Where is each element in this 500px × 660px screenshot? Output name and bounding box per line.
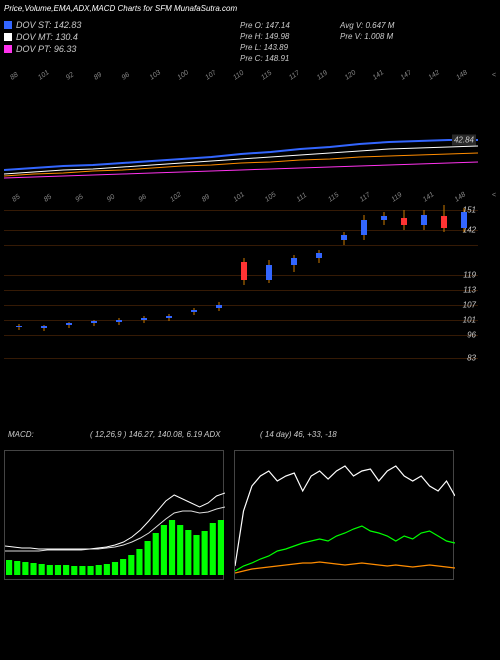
svg-text:120: 120 (344, 70, 358, 82)
macd-label: MACD: (8, 430, 34, 439)
panel-tag: < (492, 72, 496, 79)
svg-text:103: 103 (149, 70, 163, 82)
svg-text:102: 102 (169, 191, 183, 203)
legend-block: DOV ST: 142.83 DOV MT: 130.4 DOV PT: 96.33 (4, 20, 81, 56)
svg-text:141: 141 (422, 191, 436, 203)
legend-swatch (4, 21, 12, 29)
svg-text:148: 148 (455, 70, 469, 82)
svg-text:110: 110 (232, 70, 245, 82)
legend-item: DOV MT: 130.4 (4, 32, 81, 42)
legend-item: DOV ST: 142.83 (4, 20, 81, 30)
svg-text:119: 119 (316, 70, 329, 82)
svg-text:89: 89 (201, 193, 211, 203)
svg-text:85: 85 (11, 193, 21, 203)
price-marker: 42.84 (452, 135, 476, 146)
volume-info: Avg V: 0.647 MPre V: 1.008 M (340, 20, 394, 42)
chart-title: Price,Volume,EMA,ADX,MACD Charts for SFM… (4, 4, 237, 13)
legend-label: DOV ST: 142.83 (16, 20, 81, 30)
legend-label: DOV PT: 96.33 (16, 44, 76, 54)
svg-text:85: 85 (43, 193, 53, 203)
svg-text:95: 95 (74, 193, 84, 203)
candle-panel: 1511421191131071019683858595909610289101… (4, 190, 478, 360)
svg-text:117: 117 (359, 191, 373, 204)
svg-text:117: 117 (288, 70, 302, 82)
panel-tag: < (492, 192, 496, 199)
legend-swatch (4, 45, 12, 53)
macd-left-text: ( 12,26,9 ) 146.27, 140.08, 6.19 ADX (90, 430, 220, 439)
price-panel: 88 101 92 89 96 103 100 107 110 115 117 119 120 141 14… (4, 70, 478, 180)
svg-text:100: 100 (176, 70, 190, 82)
svg-text:92: 92 (65, 71, 75, 81)
svg-text:115: 115 (260, 70, 273, 82)
svg-text:147: 147 (399, 70, 413, 82)
legend-swatch (4, 33, 12, 41)
adx-right-text: ( 14 day) 46, +33, -18 (260, 430, 337, 439)
svg-text:115: 115 (327, 191, 340, 203)
svg-text:105: 105 (264, 191, 278, 203)
svg-text:101: 101 (37, 70, 51, 82)
svg-text:101: 101 (232, 191, 246, 203)
ohlc-info: Pre O: 147.14Pre H: 149.98Pre L: 143.89P… (240, 20, 290, 64)
svg-text:96: 96 (121, 71, 131, 81)
svg-text:89: 89 (93, 71, 103, 81)
svg-text:119: 119 (390, 191, 403, 203)
svg-text:141: 141 (372, 70, 386, 82)
svg-text:142: 142 (427, 70, 441, 82)
macd-panel (4, 450, 224, 580)
svg-text:96: 96 (138, 193, 148, 203)
legend-label: DOV MT: 130.4 (16, 32, 78, 42)
svg-text:148: 148 (454, 191, 468, 203)
adx-panel (234, 450, 454, 580)
svg-text:88: 88 (9, 71, 19, 81)
svg-text:90: 90 (106, 193, 116, 203)
svg-text:107: 107 (204, 70, 218, 82)
legend-item: DOV PT: 96.33 (4, 44, 81, 54)
svg-text:111: 111 (296, 192, 309, 204)
